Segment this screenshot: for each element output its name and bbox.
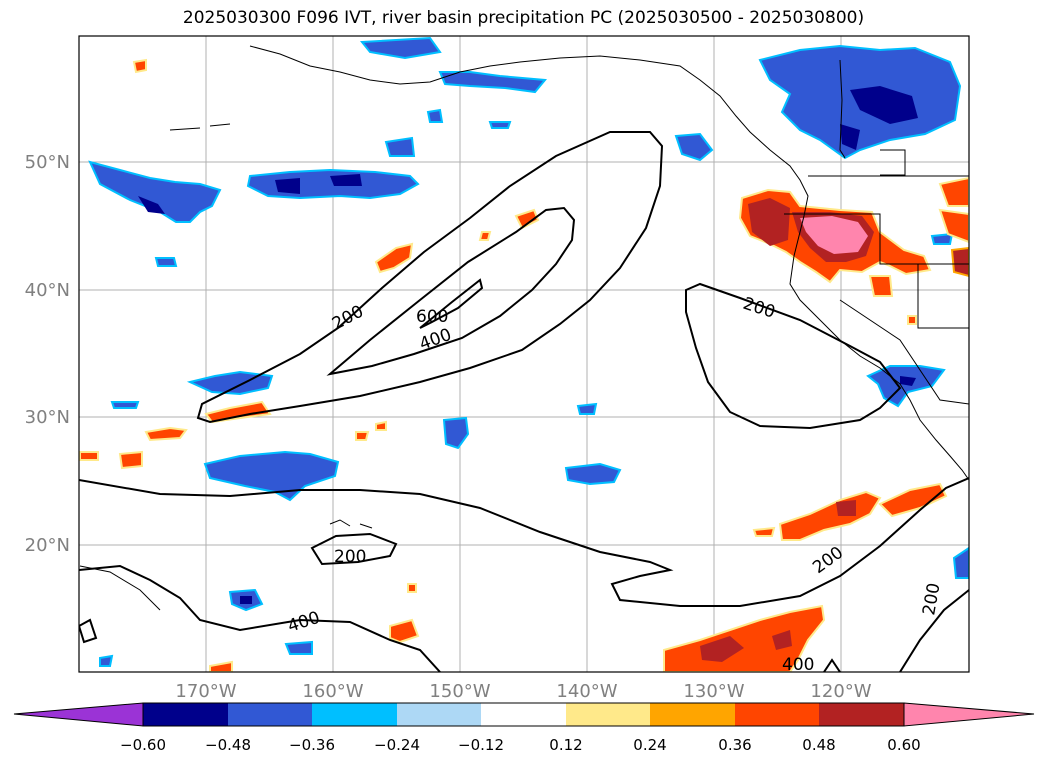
colorbar-tick: 0.24 (633, 736, 666, 754)
colorbar-segment (735, 703, 819, 726)
colorbar-segment (650, 703, 735, 726)
colorbar-tick: 0.60 (887, 736, 920, 754)
colorbar-segment (819, 703, 904, 726)
ivt-contours (79, 131, 969, 672)
colorbar (13, 702, 1035, 727)
lat-label: 40°N (25, 280, 70, 301)
colorbar-tick: −0.48 (205, 736, 251, 754)
lon-label: 150°W (429, 681, 490, 702)
colorbar-tick: 0.12 (549, 736, 582, 754)
lon-label: 130°W (683, 681, 744, 702)
colorbar-segment (143, 703, 228, 726)
colorbar-segment (481, 703, 566, 726)
lat-label: 20°N (25, 535, 70, 556)
colorbar-tick: −0.24 (374, 736, 420, 754)
colorbar-segment (566, 703, 650, 726)
colorbar-tick: −0.60 (120, 736, 166, 754)
map-title: 2025030300 F096 IVT, river basin precipi… (182, 8, 865, 28)
lon-label: 120°W (810, 681, 871, 702)
colorbar-segment (397, 703, 481, 726)
colorbar-tick: 0.36 (718, 736, 751, 754)
colorbar-extend-high (903, 702, 1035, 727)
contour-label: 600 (416, 307, 448, 327)
lat-label: 30°N (25, 407, 70, 428)
colorbar-tick: −0.36 (289, 736, 335, 754)
latitude-labels: 50°N 40°N 30°N 20°N (25, 152, 70, 556)
longitude-labels: 170°W 160°W 150°W 140°W 130°W 120°W (175, 681, 871, 702)
contour-label: 400 (782, 655, 814, 675)
positive-precip-patches (79, 58, 969, 672)
colorbar-segment (312, 703, 397, 726)
map-area (79, 36, 969, 672)
coastlines (79, 45, 969, 611)
colorbar-tick: 0.48 (802, 736, 835, 754)
lon-label: 170°W (175, 681, 236, 702)
colorbar-extend-low (13, 702, 144, 727)
lon-label: 160°W (302, 681, 363, 702)
contour-label: 200 (334, 547, 366, 567)
lon-label: 140°W (556, 681, 617, 702)
colorbar-segment (228, 703, 312, 726)
negative-precip-patches (88, 36, 969, 667)
colorbar-tick-labels: −0.60 −0.48 −0.36 −0.24 −0.12 0.12 0.24 … (120, 736, 921, 754)
lat-label: 50°N (25, 152, 70, 173)
map-frame (78, 35, 970, 673)
colorbar-tick: −0.12 (458, 736, 504, 754)
